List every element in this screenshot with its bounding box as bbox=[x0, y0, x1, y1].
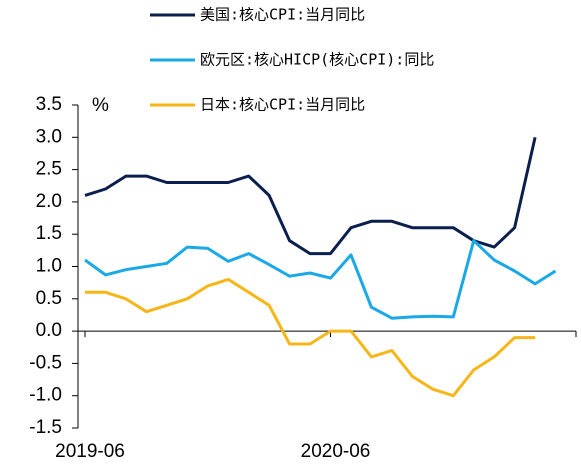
y-tick-label: -1.5 bbox=[29, 417, 62, 438]
y-tick-label: 1.0 bbox=[36, 256, 62, 277]
y-tick-label: 1.5 bbox=[36, 223, 62, 244]
y-tick-label: 3.5 bbox=[36, 94, 62, 115]
x-tick-label: 2019-06 bbox=[55, 441, 125, 462]
legend-label: 日本:核心CPI:当月同比 bbox=[200, 96, 365, 114]
legend-label: 美国:核心CPI:当月同比 bbox=[200, 6, 365, 24]
series-line bbox=[85, 277, 536, 398]
legend-label: 欧元区:核心HICP(核心CPI):同比 bbox=[200, 51, 434, 69]
unit-label: % bbox=[92, 95, 109, 116]
y-tick-label: 2.0 bbox=[36, 191, 62, 212]
y-tick-label: -1.0 bbox=[29, 385, 62, 406]
x-tick-label: 2020-06 bbox=[301, 441, 371, 462]
y-tick-label: -0.5 bbox=[29, 352, 62, 373]
series-line bbox=[84, 136, 537, 256]
y-tick-label: 0.5 bbox=[36, 288, 62, 309]
series-line bbox=[84, 239, 557, 320]
y-tick-label: 2.5 bbox=[36, 159, 62, 180]
y-tick-label: 0.0 bbox=[36, 320, 62, 341]
y-tick-label: 3.0 bbox=[36, 126, 62, 147]
